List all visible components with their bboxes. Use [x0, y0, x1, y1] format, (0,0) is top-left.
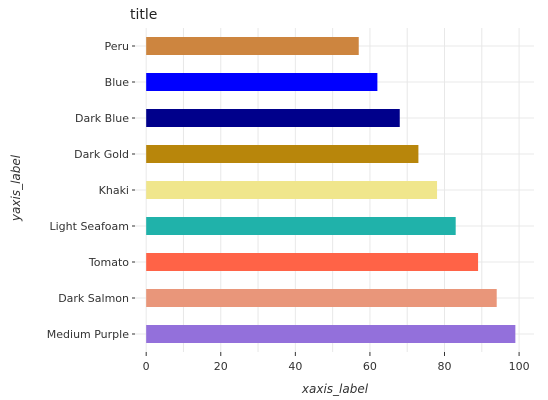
- y-tick-label: Dark Salmon: [58, 292, 129, 305]
- chart-title: title: [130, 7, 157, 23]
- bar-peru: [146, 37, 359, 55]
- x-tick-label: 40: [288, 360, 302, 373]
- x-tick-label: 60: [363, 360, 377, 373]
- bars: [146, 37, 516, 343]
- y-tick-label: Khaki: [99, 184, 129, 197]
- x-tick-label: 0: [143, 360, 150, 373]
- bar-dark-salmon: [146, 289, 497, 307]
- y-tick-label: Medium Purple: [47, 328, 129, 341]
- x-tick-label: 80: [438, 360, 452, 373]
- y-tick-label: Light Seafoam: [50, 220, 130, 233]
- bar-dark-gold: [146, 145, 419, 163]
- y-tick-label: Blue: [105, 76, 130, 89]
- bar-blue: [146, 73, 378, 91]
- x-tick-label: 100: [509, 360, 530, 373]
- bar-light-seafoam: [146, 217, 456, 235]
- y-axis-title: yaxis_label: [9, 154, 23, 222]
- bar-dark-blue: [146, 109, 400, 127]
- y-tick-label: Peru: [104, 40, 129, 53]
- x-ticks: 0 20 40 60 80 100: [143, 352, 530, 373]
- y-tick-label: Dark Blue: [75, 112, 129, 125]
- y-tick-labels: Peru Blue Dark Blue Dark Gold Khaki Light Sea…: [47, 40, 135, 341]
- bar-medium-purple: [146, 325, 516, 343]
- y-tick-label: Tomato: [88, 256, 129, 269]
- x-axis-title: xaxis_label: [301, 382, 369, 396]
- x-tick-label: 20: [214, 360, 228, 373]
- bar-khaki: [146, 181, 438, 199]
- y-tick-label: Dark Gold: [74, 148, 129, 161]
- bar-tomato: [146, 253, 479, 271]
